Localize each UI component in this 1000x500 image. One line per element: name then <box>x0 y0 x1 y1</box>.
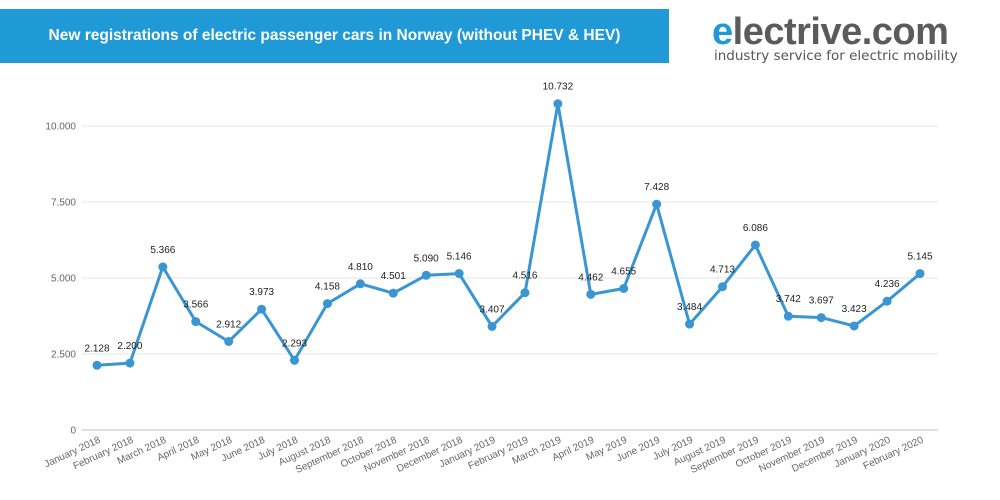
data-point <box>915 269 925 279</box>
data-label: 2.293 <box>282 338 307 349</box>
data-label: 4.655 <box>611 266 636 277</box>
data-point <box>158 262 168 272</box>
data-label: 3.566 <box>183 300 208 311</box>
data-point <box>257 304 267 314</box>
data-point <box>816 313 826 323</box>
data-label: 5.090 <box>414 253 439 264</box>
y-axis-ticks: 0 2.500 5.000 7.500 10.000 <box>45 122 76 437</box>
chart-title: New registrations of electric passenger … <box>48 27 621 44</box>
data-point <box>224 336 234 346</box>
title-bar: New registrations of electric passenger … <box>0 9 669 63</box>
data-label: 2.128 <box>84 343 109 354</box>
data-label: 4.516 <box>512 271 537 282</box>
data-point <box>125 358 135 368</box>
data-label: 2.200 <box>117 341 142 352</box>
data-label: 4.501 <box>381 271 406 282</box>
data-label: 3.484 <box>677 302 702 313</box>
logo-e: e <box>712 11 733 53</box>
data-label: 3.742 <box>776 294 801 305</box>
data-labels: 2.128 2.200 5.366 3.566 2.912 3.973 2.293 4.158… <box>84 82 932 355</box>
data-point <box>783 311 793 321</box>
y-tick-label: 2.500 <box>51 350 76 361</box>
data-label: 4.810 <box>348 262 373 273</box>
data-point <box>849 321 859 331</box>
y-tick-label: 5.000 <box>51 274 76 285</box>
data-label: 5.366 <box>150 245 175 256</box>
data-label: 4.158 <box>315 282 340 293</box>
data-point <box>652 199 662 209</box>
series-points <box>92 99 925 370</box>
y-tick-label: 7.500 <box>51 198 76 209</box>
data-label: 3.407 <box>480 304 505 315</box>
data-point <box>750 240 760 250</box>
data-label: 10.732 <box>543 82 574 93</box>
data-point <box>454 269 464 279</box>
data-label: 2.912 <box>216 319 241 330</box>
data-point <box>882 296 892 306</box>
data-label: 3.973 <box>249 287 274 298</box>
grid-lines <box>82 125 938 431</box>
data-label: 6.086 <box>743 223 768 234</box>
data-point <box>421 270 431 280</box>
data-label: 4.462 <box>578 272 603 283</box>
series-line <box>96 102 921 367</box>
logo-rest: lectrive.com <box>732 11 949 53</box>
electrive-logo: electrive.com industry service for elect… <box>712 10 982 70</box>
data-label: 5.145 <box>907 252 932 263</box>
data-point <box>191 317 201 327</box>
data-label: 7.428 <box>644 182 669 193</box>
data-point <box>355 279 365 289</box>
logo-tagline: industry service for electric mobility <box>714 48 958 64</box>
data-label: 5.146 <box>447 252 472 263</box>
data-point <box>520 288 530 298</box>
data-point <box>388 288 398 298</box>
data-point <box>487 321 497 331</box>
data-label: 3.697 <box>809 296 834 307</box>
data-point <box>553 99 563 109</box>
logo-wordmark: electrive.com <box>712 10 949 54</box>
data-label: 4.236 <box>875 279 900 290</box>
data-label: 3.423 <box>842 304 867 315</box>
series-polyline <box>96 102 921 367</box>
data-point <box>685 319 695 329</box>
data-point <box>92 360 102 370</box>
y-tick-label: 10.000 <box>45 122 76 133</box>
data-label: 4.713 <box>710 265 735 276</box>
data-point <box>290 355 300 365</box>
data-point <box>586 289 596 299</box>
data-point <box>717 282 727 292</box>
y-tick-label: 0 <box>70 426 76 437</box>
data-point <box>619 283 629 293</box>
data-point <box>322 299 332 309</box>
